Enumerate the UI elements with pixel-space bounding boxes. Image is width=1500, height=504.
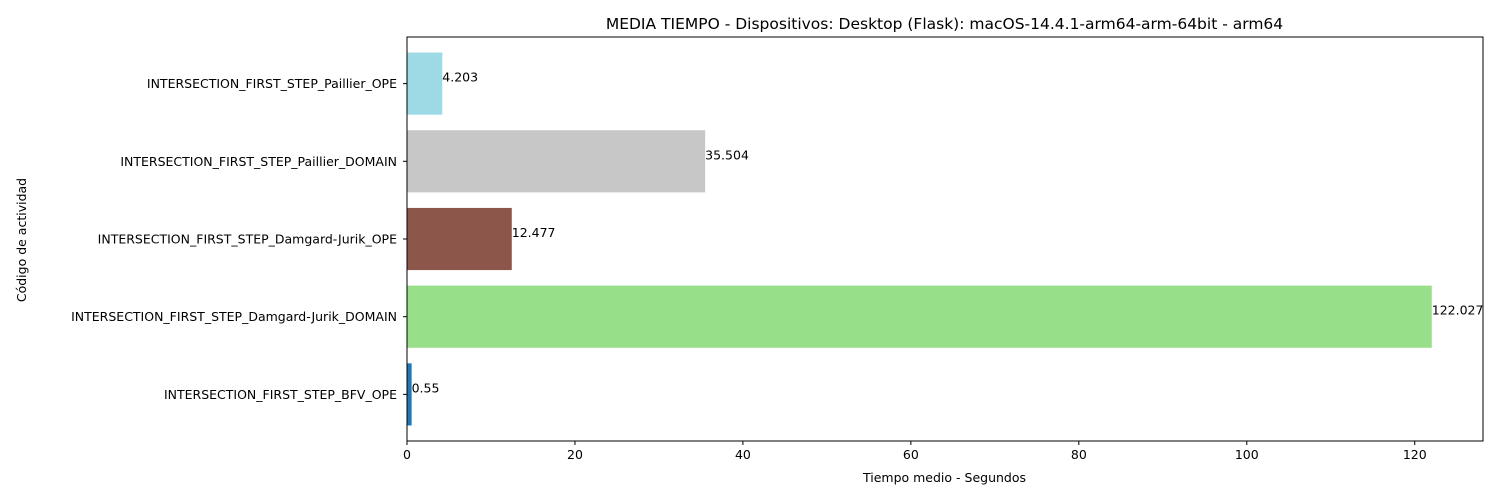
bar-4 bbox=[407, 52, 443, 115]
data-label: 4.203 bbox=[442, 70, 478, 85]
y-tick-label: INTERSECTION_FIRST_STEP_BFV_OPE bbox=[164, 387, 397, 402]
data-label: 0.55 bbox=[412, 380, 440, 395]
y-tick-label: INTERSECTION_FIRST_STEP_Damgard-Jurik_OP… bbox=[98, 232, 397, 247]
y-tick-label: INTERSECTION_FIRST_STEP_Damgard-Jurik_DO… bbox=[71, 309, 397, 324]
bar-1 bbox=[407, 285, 1432, 348]
y-ticks-layer: INTERSECTION_FIRST_STEP_BFV_OPE INTERSECT… bbox=[71, 76, 407, 402]
data-label: 122.027 bbox=[1432, 303, 1484, 318]
x-tick-label: 120 bbox=[1403, 447, 1427, 462]
x-tick-label: 0 bbox=[403, 447, 411, 462]
bar-2 bbox=[407, 207, 512, 271]
data-label: 35.504 bbox=[705, 147, 749, 162]
y-axis-label: Código de actividad bbox=[14, 178, 29, 302]
plot-frame bbox=[406, 36, 1484, 442]
x-tick-label: 80 bbox=[1071, 447, 1087, 462]
y-tick-label: INTERSECTION_FIRST_STEP_Paillier_OPE bbox=[147, 76, 397, 91]
x-tick-label: 60 bbox=[903, 447, 919, 462]
x-tick-label: 100 bbox=[1235, 447, 1259, 462]
bars-layer bbox=[407, 52, 1432, 426]
data-labels-layer: 0.55 122.027 12.477 35.504 4.203 bbox=[412, 70, 1484, 396]
bar-3 bbox=[407, 130, 706, 193]
data-label: 12.477 bbox=[512, 225, 556, 240]
x-tick-label: 40 bbox=[735, 447, 751, 462]
bar-0 bbox=[407, 363, 412, 426]
y-tick-label: INTERSECTION_FIRST_STEP_Paillier_DOMAIN bbox=[120, 154, 397, 169]
x-tick-label: 20 bbox=[567, 447, 583, 462]
x-axis-label: Tiempo medio - Segundos bbox=[862, 470, 1026, 485]
x-ticks-layer: 0 20 40 60 80 100 120 bbox=[403, 441, 1427, 462]
chart-title: MEDIA TIEMPO - Dispositivos: Desktop (Fl… bbox=[606, 15, 1283, 33]
